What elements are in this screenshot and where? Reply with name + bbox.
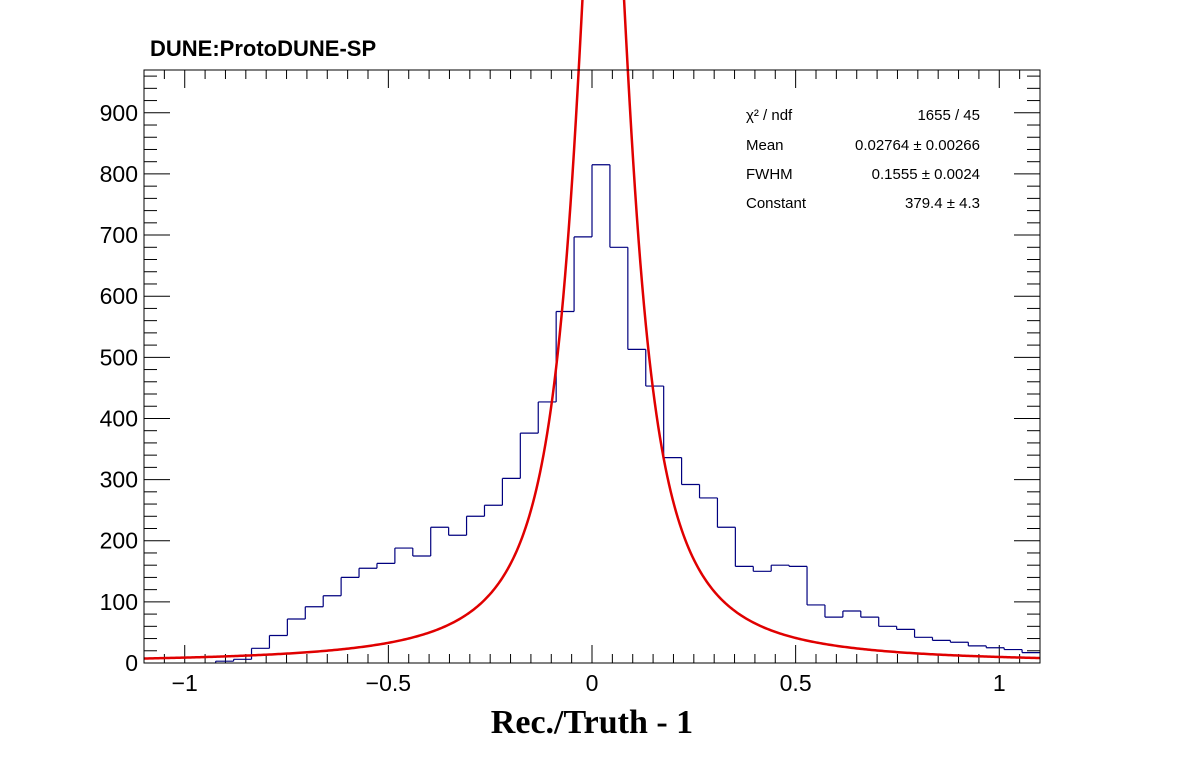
stats-label-fwhm: FWHM (746, 166, 793, 183)
axis-ticks (143, 70, 1041, 664)
x-tick-label: 1 (993, 670, 1006, 696)
y-tick-label: 700 (100, 222, 138, 248)
y-tick-label: 800 (100, 161, 138, 187)
y-tick-label: 900 (100, 100, 138, 126)
stats-value-chi2: 1655 / 45 (917, 107, 980, 124)
y-tick-label: 600 (100, 283, 138, 309)
x-tick-label: −0.5 (366, 670, 411, 696)
y-tick-label: 400 (100, 405, 138, 431)
x-axis-label: Rec./Truth - 1 (491, 704, 693, 741)
x-tick-label: 0 (586, 670, 599, 696)
y-tick-label: 0 (125, 650, 138, 676)
plot-frame (143, 69, 1041, 664)
y-tick-label: 300 (100, 467, 138, 493)
x-tick-label: 0.5 (780, 670, 812, 696)
y-tick-label: 100 (100, 589, 138, 615)
stats-value-constant: 379.4 ± 4.3 (905, 195, 980, 212)
chart-title: DUNE:ProtoDUNE-SP (150, 36, 376, 61)
fit-curve (143, 0, 1041, 660)
stats-value-fwhm: 0.1555 ± 0.0024 (872, 166, 980, 183)
x-tick-label: −1 (172, 670, 198, 696)
stats-value-mean: 0.02764 ± 0.00266 (855, 137, 980, 154)
y-axis-tick-labels: 0 100 200 300 400 500 600 700 800 900 (100, 100, 138, 676)
y-tick-label: 500 (100, 344, 138, 370)
stats-label-constant: Constant (746, 195, 807, 212)
stats-box: χ² / ndf 1655 / 45 Mean 0.02764 ± 0.0026… (746, 107, 980, 212)
y-tick-label: 200 (100, 528, 138, 554)
stats-label-chi2: χ² / ndf (746, 107, 793, 124)
x-axis-tick-labels: −1 −0.5 0 0.5 1 (172, 670, 1006, 696)
stats-label-mean: Mean (746, 137, 784, 154)
